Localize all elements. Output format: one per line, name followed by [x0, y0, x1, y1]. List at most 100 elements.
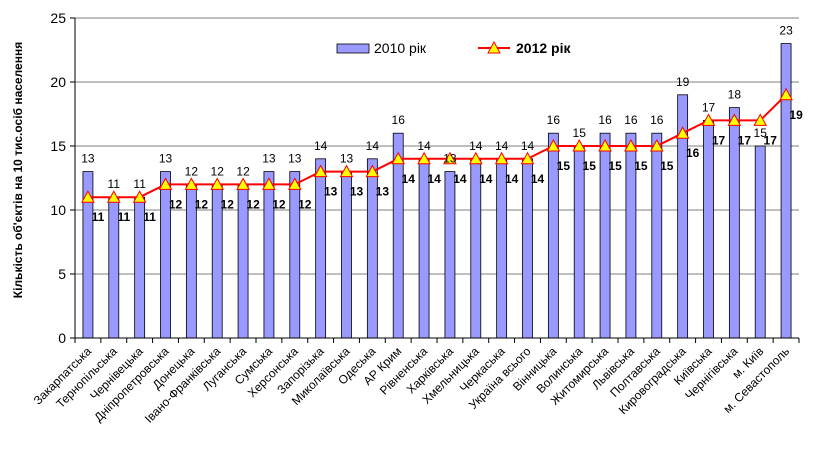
bar-value-label: 16 — [598, 113, 612, 127]
line-marker — [572, 138, 587, 152]
line-value-label: 12 — [246, 197, 260, 211]
bar-value-label: 11 — [133, 177, 146, 191]
line-marker — [598, 138, 612, 152]
bar-value-label: 16 — [624, 113, 638, 127]
line-value-label: 14 — [402, 172, 416, 186]
bar-value-label: 14 — [521, 139, 535, 153]
line-marker — [287, 177, 302, 190]
line-marker — [520, 151, 535, 165]
line-value-label: 15 — [583, 159, 597, 173]
line-value-label: 17 — [764, 133, 778, 147]
bar-value-label: 18 — [728, 88, 742, 102]
line-marker — [649, 138, 664, 152]
line-marker — [236, 177, 250, 190]
y-tick-label: 0 — [58, 330, 66, 346]
bar — [703, 120, 714, 339]
y-tick-label: 5 — [58, 266, 66, 282]
line-marker — [624, 138, 638, 152]
line-marker — [106, 190, 121, 203]
line-marker — [443, 151, 457, 165]
line-marker — [701, 113, 716, 126]
bar-value-label: 11 — [108, 177, 121, 191]
bar-value-label: 23 — [779, 24, 793, 38]
bar-value-label: 13 — [340, 152, 354, 166]
line-marker — [339, 164, 354, 178]
bar-value-label: 13 — [262, 152, 276, 166]
bar-value-label: 12 — [185, 164, 199, 178]
line-marker — [468, 151, 483, 165]
line-path — [87, 94, 787, 199]
legend-label-2012: 2012 рік — [516, 40, 571, 56]
line-value-label: 14 — [453, 172, 467, 186]
line-marker — [546, 138, 561, 152]
bar-value-label: 15 — [754, 126, 768, 140]
line-marker — [184, 177, 199, 190]
line-value-label: 14 — [505, 172, 519, 186]
line-marker — [494, 151, 509, 165]
y-tick-label: 15 — [50, 138, 66, 154]
line-marker — [81, 190, 95, 203]
line-value-label: 11 — [92, 210, 105, 224]
line-marker — [262, 177, 276, 190]
line-value-label: 15 — [608, 159, 622, 173]
line-value-label: 12 — [272, 197, 286, 211]
line-value-label: 15 — [557, 159, 571, 173]
line-marker — [210, 177, 225, 190]
line-value-label: 16 — [686, 146, 700, 160]
bar-value-label: 16 — [547, 113, 561, 127]
line-marker — [313, 164, 328, 178]
y-tick-label: 10 — [50, 202, 66, 218]
bar — [573, 145, 585, 339]
bar-value-label: 14 — [417, 139, 431, 153]
bar-value-label: 12 — [236, 164, 250, 178]
bar-value-label: 17 — [702, 100, 716, 114]
legend-marker-2012 — [487, 40, 501, 54]
bar-value-label: 14 — [366, 139, 380, 153]
line-value-label: 13 — [350, 185, 364, 199]
bar — [754, 145, 766, 339]
bar-value-label: 15 — [573, 126, 587, 140]
legend: 2010 рік 2012 рік — [336, 40, 571, 56]
bar-value-label: 12 — [211, 164, 225, 178]
bar — [444, 171, 456, 339]
line-value-label: 12 — [169, 197, 183, 211]
line-value-label: 12 — [221, 197, 235, 211]
line-marker — [158, 177, 173, 190]
bar-value-label: 16 — [650, 113, 664, 127]
line-value-label: 17 — [712, 133, 726, 147]
y-tick-label: 20 — [50, 74, 66, 90]
line-marker — [779, 87, 793, 101]
line-marker — [417, 151, 431, 165]
line-marker — [391, 151, 406, 165]
line-value-label: 11 — [117, 210, 130, 224]
line-marker — [675, 126, 690, 139]
category-labels: ЗакарпатськаТернопільськаЧернівецькаДніп… — [31, 344, 792, 426]
bar-value-label: 13 — [159, 152, 173, 166]
line-value-label: 14 — [427, 172, 441, 186]
bar-value-label: 16 — [392, 113, 406, 127]
bar-series — [74, 43, 800, 343]
line-value-label: 11 — [143, 210, 156, 224]
line-value-label: 12 — [298, 197, 312, 211]
line-value-label: 13 — [324, 185, 338, 199]
line-value-label: 14 — [479, 172, 493, 186]
bar-value-label: 13 — [443, 152, 457, 166]
line-marker — [365, 164, 380, 178]
legend-label-2010: 2010 рік — [374, 40, 427, 56]
line-value-label: 15 — [634, 159, 648, 173]
y-axis-ticks: 0 5 10 15 20 25 — [50, 10, 75, 346]
line-marker — [727, 113, 742, 126]
y-axis-label: Кількість об'єктів на 10 тис.осіб населе… — [11, 42, 25, 298]
line-value-label: 13 — [376, 185, 390, 199]
line-value-label: 19 — [789, 108, 803, 122]
bar-value-label: 14 — [314, 139, 328, 153]
bar-value-label: 13 — [81, 152, 95, 166]
line-marker — [753, 113, 768, 126]
line-value-label: 14 — [531, 172, 545, 186]
bar-value-label: 13 — [288, 152, 302, 166]
line-marker — [132, 190, 147, 203]
bar-value-label: 14 — [469, 139, 483, 153]
